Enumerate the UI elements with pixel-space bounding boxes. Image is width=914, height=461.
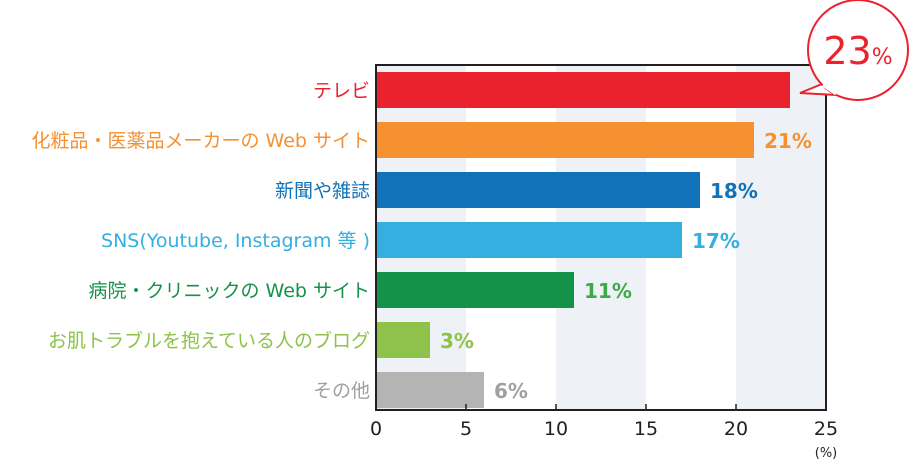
x-tick-label: 25 (814, 418, 838, 440)
bar (376, 122, 754, 158)
data-label: 17% (692, 229, 740, 253)
grid-band (736, 65, 826, 410)
x-tick-label: 5 (460, 418, 472, 440)
bar (376, 272, 574, 308)
callout-bubble (807, 0, 909, 101)
bar (376, 172, 700, 208)
category-label: その他 (313, 380, 370, 402)
callout-value-label: 23% (823, 29, 892, 73)
category-label: SNS(Youtube, Instagram 等 ) (101, 230, 370, 252)
callout-number: 23 (823, 29, 871, 73)
x-tick-label: 0 (370, 418, 382, 440)
x-unit-label: (%) (815, 446, 838, 461)
category-label: テレビ (313, 80, 370, 102)
bar (376, 72, 790, 108)
x-tick-label: 10 (544, 418, 568, 440)
data-label: 21% (764, 129, 812, 153)
x-tick-label: 20 (724, 418, 748, 440)
category-label: 病院・クリニックの Web サイト (88, 280, 370, 302)
category-label: 新聞や雑誌 (275, 180, 370, 202)
x-tick-label: 15 (634, 418, 658, 440)
bar (376, 222, 682, 258)
data-label: 11% (584, 279, 632, 303)
callout-join (822, 83, 837, 96)
data-label: 3% (440, 329, 474, 353)
data-label: 18% (710, 179, 758, 203)
category-label: 化粧品・医薬品メーカーの Web サイト (31, 130, 370, 152)
bar (376, 372, 484, 408)
callout-tail (799, 83, 837, 96)
bar (376, 322, 430, 358)
callout-percent: % (872, 45, 893, 70)
data-label: 6% (494, 379, 528, 403)
category-label: お肌トラブルを抱えている人のブログ (48, 329, 370, 352)
